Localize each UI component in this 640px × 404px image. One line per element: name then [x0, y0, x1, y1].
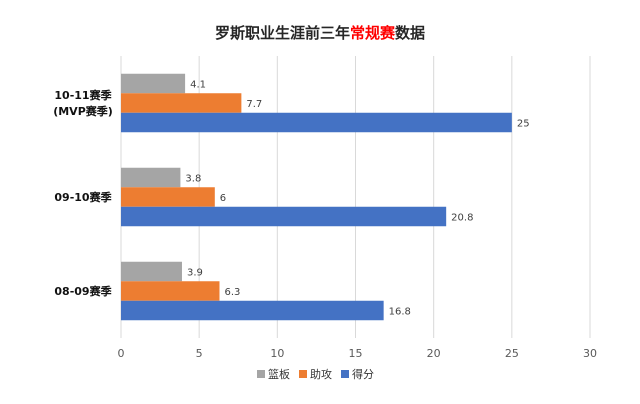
chart-title-suffix: 数据: [395, 24, 425, 42]
data-labels: 4.1 7.7 25 3.8 6 20.8 3.9 6.3 16.8: [185, 80, 529, 318]
category-label-2: 08-09赛季: [54, 284, 112, 298]
category-label-0-line-1: (MVP赛季): [53, 104, 113, 118]
bar-篮板-0: [121, 73, 186, 94]
bar-得分-0: [121, 112, 512, 133]
bars: [121, 73, 512, 321]
bar-篮板-2: [121, 261, 182, 282]
data-label-得分-1: 20.8: [451, 213, 473, 224]
data-label-得分-0: 25: [517, 119, 530, 130]
bar-助攻-1: [121, 187, 215, 207]
bar-助攻-0: [121, 93, 242, 113]
data-label-篮板-2: 3.9: [187, 268, 203, 279]
x-tick-label-2: 10: [270, 347, 284, 360]
bar-得分-2: [121, 300, 384, 321]
x-tick-label-4: 20: [427, 347, 441, 360]
x-axis-tick-labels: 0 5 10 15 20 25 30: [118, 347, 598, 360]
category-labels: 10-11赛季 (MVP赛季) 09-10赛季 08-09赛季: [53, 88, 113, 298]
x-tick-label-0: 0: [118, 347, 125, 360]
x-tick-label-6: 30: [583, 347, 597, 360]
chart-title-highlight: 常规赛: [350, 24, 396, 42]
x-tick-label-5: 25: [505, 347, 519, 360]
bar-助攻-2: [121, 281, 220, 301]
bar-得分-1: [121, 206, 447, 227]
data-label-助攻-1: 6: [220, 193, 226, 204]
chart-title: 罗斯职业生涯前三年常规赛数据: [215, 24, 425, 42]
legend: 篮板 助攻 得分: [257, 367, 374, 381]
data-label-篮板-0: 4.1: [190, 80, 206, 91]
data-label-助攻-2: 6.3: [224, 287, 240, 298]
chart-title-prefix: 罗斯职业生涯前三年: [215, 24, 350, 42]
legend-label-篮板: 篮板: [268, 367, 290, 381]
x-tick-label-1: 5: [196, 347, 203, 360]
bar-篮板-1: [121, 167, 181, 188]
data-label-助攻-0: 7.7: [246, 99, 262, 110]
legend-swatch-篮板: [257, 370, 265, 378]
x-tick-label-3: 15: [349, 347, 363, 360]
legend-swatch-助攻: [299, 370, 307, 378]
category-label-0-line-0: 10-11赛季: [54, 88, 112, 102]
category-label-1: 09-10赛季: [54, 190, 112, 204]
legend-label-得分: 得分: [352, 368, 374, 381]
data-label-篮板-1: 3.8: [185, 174, 201, 185]
legend-swatch-得分: [341, 370, 349, 378]
data-label-得分-2: 16.8: [389, 307, 411, 318]
legend-label-助攻: 助攻: [310, 367, 332, 381]
